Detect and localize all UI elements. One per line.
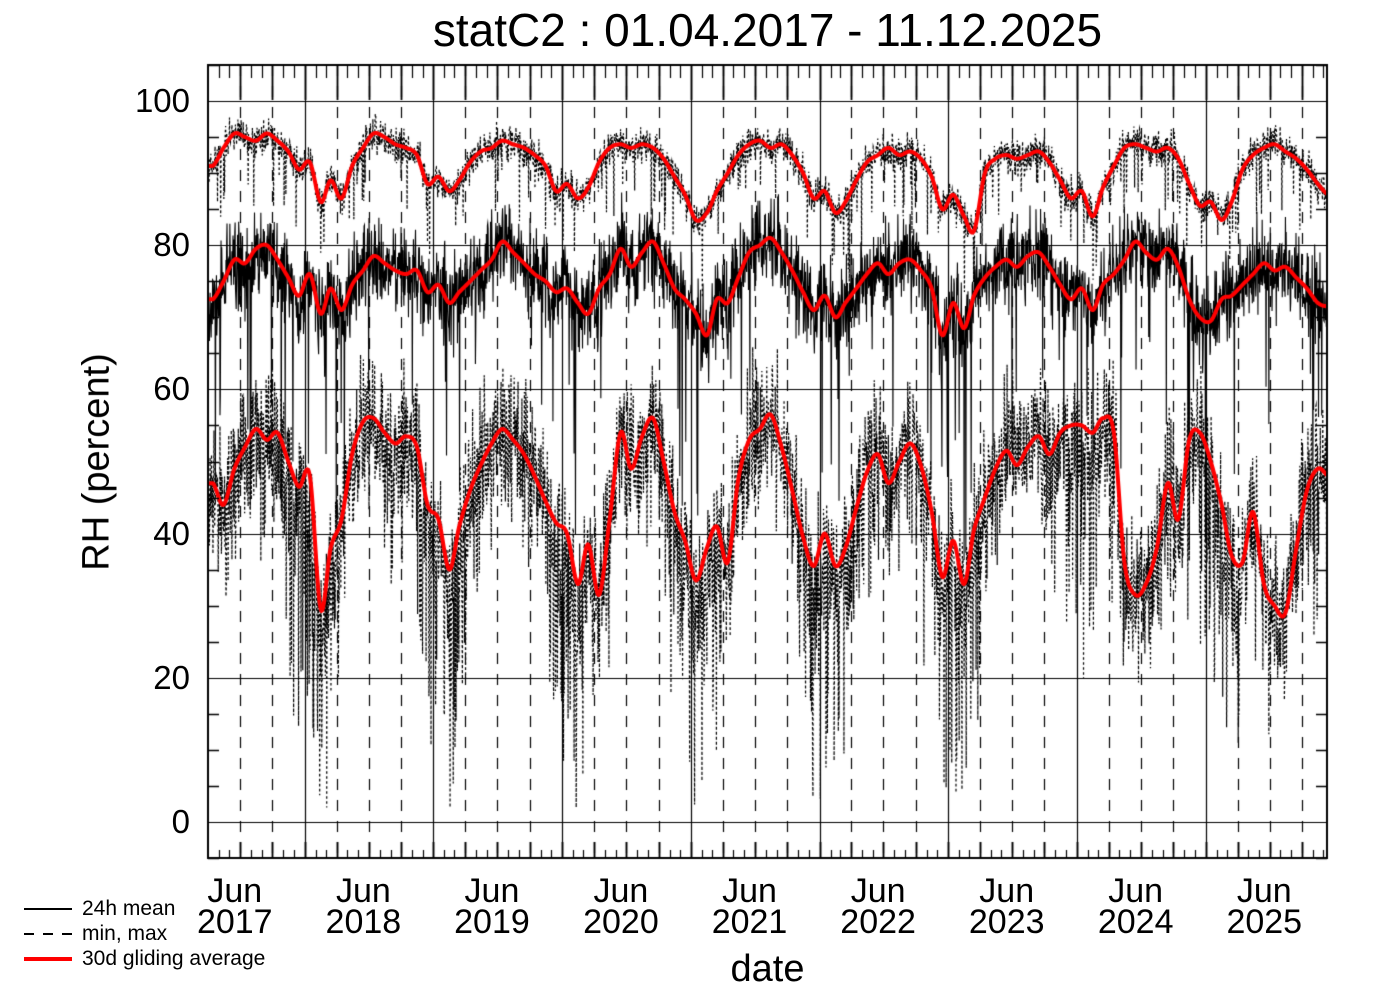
chart-title: statC2 : 01.04.2017 - 11.12.2025: [432, 4, 1103, 56]
x-tick-label: Jun 2018: [325, 872, 402, 941]
x-tick-label: Jun 2022: [840, 872, 916, 941]
x-axis-label: date: [730, 948, 805, 990]
y-tick-label: 20: [153, 658, 190, 696]
x-tick-label: Jun 2019: [454, 872, 530, 941]
x-tick-label: Jun 2024: [1097, 872, 1174, 941]
legend-label: min, max: [82, 921, 168, 945]
solid-line-icon: [24, 907, 72, 910]
x-tick-label: Jun 2023: [968, 872, 1045, 941]
legend-label: 30d gliding average: [82, 946, 266, 970]
dashed-line-icon: [24, 932, 72, 935]
legend-item-24h-mean: 24h mean: [24, 896, 265, 921]
x-tick-label: Jun 2021: [711, 872, 788, 941]
x-tick-label: Jun 2025: [1226, 872, 1303, 941]
chart-legend: 24h mean min, max 30d gliding average: [24, 896, 265, 971]
y-tick-label: 60: [153, 370, 190, 408]
x-tick-label: Jun 2017: [196, 872, 273, 941]
x-tick-label: Jun 2020: [583, 872, 659, 941]
red-line-icon: [24, 956, 72, 961]
legend-label: 24h mean: [82, 896, 176, 920]
y-tick-label: 100: [134, 82, 190, 120]
y-tick-label: 80: [153, 226, 190, 264]
legend-item-min-max: min, max: [24, 921, 265, 946]
y-tick-label: 40: [153, 514, 190, 552]
y-tick-label: 0: [171, 802, 190, 840]
legend-item-30d-average: 30d gliding average: [24, 946, 265, 971]
